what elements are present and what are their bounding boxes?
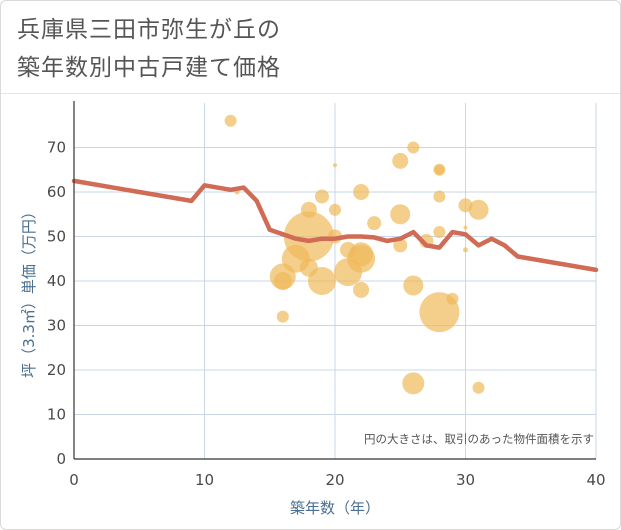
title-line-1: 兵庫県三田市弥生が丘の: [17, 17, 281, 43]
x-tick-label: 0: [69, 471, 79, 489]
axes: [73, 101, 596, 460]
tick-labels: 0 10 20 30 40 0 10 20 30 40 50 60 70: [47, 139, 606, 490]
data-bubble: [402, 372, 425, 395]
data-bubble: [468, 199, 489, 220]
data-bubble: [463, 225, 468, 230]
data-bubble: [472, 381, 485, 394]
data-bubble: [273, 272, 292, 290]
data-bubble: [403, 275, 424, 296]
trend-line: [71, 178, 599, 273]
data-bubble: [314, 189, 329, 204]
data-bubble: [307, 267, 336, 295]
data-bubble: [283, 211, 334, 262]
data-bubble: [393, 238, 408, 253]
data-bubble: [434, 164, 445, 175]
y-tick-label: 30: [47, 317, 66, 335]
data-bubble: [446, 292, 459, 305]
y-tick-label: 50: [47, 228, 66, 246]
data-bubble: [367, 216, 382, 231]
y-axis-label: 坪（3.3㎡）単価（万円）: [20, 204, 38, 378]
trend-line-layer: [71, 178, 599, 273]
y-tick-label: 40: [47, 272, 66, 290]
data-bubble: [353, 184, 370, 200]
data-bubble: [433, 226, 446, 239]
data-bubble: [353, 281, 370, 298]
x-axis-label: 築年数（年）: [290, 499, 380, 517]
data-bubble: [333, 163, 337, 168]
data-bubble: [347, 244, 376, 273]
y-tick-label: 60: [47, 183, 66, 201]
data-bubble: [329, 203, 341, 216]
bubble-layer: [224, 114, 489, 395]
data-bubble: [392, 152, 409, 169]
title-line-2: 築年数別中古戸建て価格: [17, 55, 281, 81]
y-tick-label: 70: [47, 139, 66, 157]
data-bubble: [276, 310, 289, 323]
x-tick-label: 10: [195, 471, 214, 489]
y-tick-label: 20: [47, 361, 66, 379]
x-tick-label: 30: [456, 471, 475, 489]
title-divider: [1, 93, 620, 94]
data-bubble: [224, 114, 237, 127]
data-bubble: [390, 204, 411, 225]
chart-title: 兵庫県三田市弥生が丘の 築年数別中古戸建て価格: [17, 11, 281, 87]
data-bubble: [463, 247, 468, 253]
data-bubble: [433, 190, 446, 203]
x-tick-label: 20: [325, 471, 344, 489]
x-tick-label: 40: [586, 471, 605, 489]
size-legend-note: 円の大きさは、取引のあった物件面積を示す: [364, 432, 594, 446]
y-tick-label: 0: [56, 450, 66, 468]
data-bubble: [407, 141, 420, 154]
y-tick-label: 10: [47, 406, 66, 424]
